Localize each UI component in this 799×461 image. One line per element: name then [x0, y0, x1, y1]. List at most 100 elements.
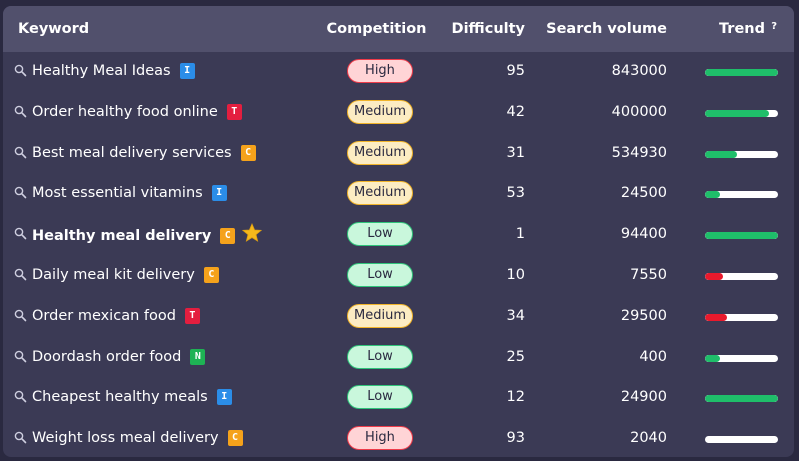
column-header-competition[interactable]: Competition [326, 21, 427, 37]
trend-bar [705, 313, 778, 321]
trend-bar-fill [705, 313, 727, 321]
difficulty-value: 12 [506, 389, 525, 406]
competition-badge: Low [347, 222, 413, 247]
competition-badge: Medium [347, 99, 413, 124]
trend-bar [705, 109, 778, 117]
keyword-cell[interactable]: Daily meal kit delivery C [32, 266, 219, 283]
intent-badge: C [220, 228, 236, 245]
table-row[interactable]: Order healthy food online T Medium 42 400000 [3, 93, 794, 134]
keyword-cell[interactable]: Order healthy food online T [32, 103, 242, 120]
keyword-text[interactable]: Order mexican food [32, 307, 176, 324]
trend-bar [705, 150, 778, 158]
difficulty-value: 53 [506, 185, 525, 202]
keyword-text[interactable]: Cheapest healthy meals [32, 389, 208, 406]
table-row[interactable]: Healthy meal delivery C Low 1 94400 [3, 215, 794, 256]
trend-bar-fill [705, 272, 723, 280]
trend-bar [705, 272, 778, 280]
intent-badge: N [190, 348, 206, 365]
keyword-table: Keyword Competition Difficulty Search vo… [3, 6, 794, 457]
search-volume-value: 400 [639, 348, 667, 365]
difficulty-value: 25 [506, 348, 525, 365]
trend-bar [705, 436, 778, 444]
intent-badge: I [216, 389, 232, 406]
trend-bar-fill [705, 232, 778, 240]
keyword-cell[interactable]: Doordash order food N [32, 348, 206, 365]
search-icon [14, 187, 27, 199]
search-icon [14, 268, 27, 281]
competition-badge: Medium [347, 181, 413, 206]
search-volume-value: 24500 [620, 185, 667, 202]
search-volume-value: 534930 [611, 144, 667, 161]
keyword-cell[interactable]: Best meal delivery services C [32, 144, 256, 161]
intent-badge: I [179, 63, 195, 79]
search-icon [14, 227, 27, 240]
search-volume-value: 24900 [620, 389, 667, 406]
competition-badge: High [347, 426, 413, 451]
competition-badge: Medium [347, 303, 413, 328]
trend-bar-fill [705, 191, 720, 199]
keyword-cell[interactable]: Order mexican food T [32, 307, 200, 324]
search-volume-value: 7550 [630, 266, 667, 283]
column-header-difficulty[interactable]: Difficulty [451, 21, 525, 37]
table-row[interactable]: Daily meal kit delivery C Low 10 7550 [3, 256, 794, 297]
search-volume-value: 29500 [620, 307, 667, 324]
search-volume-value: 2040 [630, 430, 667, 447]
keyword-cell[interactable]: Weight loss meal delivery C [32, 430, 243, 447]
trend-bar-fill [705, 69, 778, 76]
search-icon [14, 146, 27, 158]
keyword-text[interactable]: Most essential vitamins [32, 185, 203, 202]
search-volume-value: 843000 [611, 63, 667, 79]
trend-bar [705, 69, 778, 76]
keyword-cell[interactable]: Healthy meal delivery C [32, 223, 263, 246]
table-row[interactable]: Healthy Meal Ideas I High 95 843000 [3, 52, 794, 93]
keyword-text[interactable]: Healthy Meal Ideas [32, 63, 171, 79]
competition-badge: Medium [347, 140, 413, 165]
table-row[interactable]: Most essential vitamins I Medium 53 24500 [3, 174, 794, 215]
difficulty-value: 42 [506, 103, 525, 120]
table-row[interactable]: Order mexican food T Medium 34 29500 [3, 297, 794, 338]
keyword-text[interactable]: Best meal delivery services [32, 144, 232, 161]
keyword-cell[interactable]: Healthy Meal Ideas I [32, 63, 195, 79]
difficulty-value: 95 [506, 63, 525, 79]
search-icon [14, 64, 27, 77]
difficulty-value: 1 [515, 226, 525, 243]
keyword-text[interactable]: Order healthy food online [32, 103, 218, 120]
difficulty-value: 93 [506, 430, 525, 447]
keyword-text[interactable]: Healthy meal delivery [32, 228, 212, 245]
search-volume-value: 400000 [611, 103, 667, 120]
intent-badge: T [184, 307, 200, 324]
competition-badge: Low [347, 262, 413, 287]
competition-badge: High [347, 59, 413, 83]
keyword-text[interactable]: Weight loss meal delivery [32, 430, 219, 447]
table-row[interactable]: Best meal delivery services C Medium 31 5349… [3, 134, 794, 175]
table-row[interactable]: Weight loss meal delivery C High 93 2040 [3, 419, 794, 457]
difficulty-value: 10 [506, 266, 525, 283]
column-header-keyword[interactable]: Keyword [18, 21, 90, 37]
trend-bar [705, 354, 778, 362]
table-row[interactable]: Cheapest healthy meals I Low 12 24900 [3, 378, 794, 419]
intent-badge: C [227, 430, 243, 447]
trend-bar [705, 191, 778, 199]
trend-bar [705, 395, 778, 403]
trend-bar-fill [705, 354, 720, 362]
search-volume-value: 94400 [620, 226, 667, 243]
column-header-trend[interactable]: Trend [719, 21, 765, 37]
star-icon [242, 223, 263, 243]
keyword-cell[interactable]: Most essential vitamins I [32, 185, 227, 202]
table-row[interactable]: Doordash order food N Low 25 400 [3, 338, 794, 379]
difficulty-value: 34 [506, 307, 525, 324]
trend-bar-fill [705, 395, 778, 403]
trend-bar-fill [705, 150, 738, 158]
trend-help-icon[interactable]: ? [771, 21, 777, 32]
intent-badge: T [226, 103, 242, 120]
keyword-cell[interactable]: Cheapest healthy meals I [32, 389, 232, 406]
competition-badge: Low [347, 385, 413, 410]
column-header-search-volume[interactable]: Search volume [546, 21, 667, 37]
keyword-text[interactable]: Daily meal kit delivery [32, 266, 195, 283]
keyword-text[interactable]: Doordash order food [32, 348, 182, 365]
intent-badge: I [211, 185, 227, 202]
competition-badge: Low [347, 344, 413, 369]
trend-bar-fill [705, 109, 770, 117]
trend-bar [705, 232, 778, 240]
search-icon [14, 431, 27, 444]
